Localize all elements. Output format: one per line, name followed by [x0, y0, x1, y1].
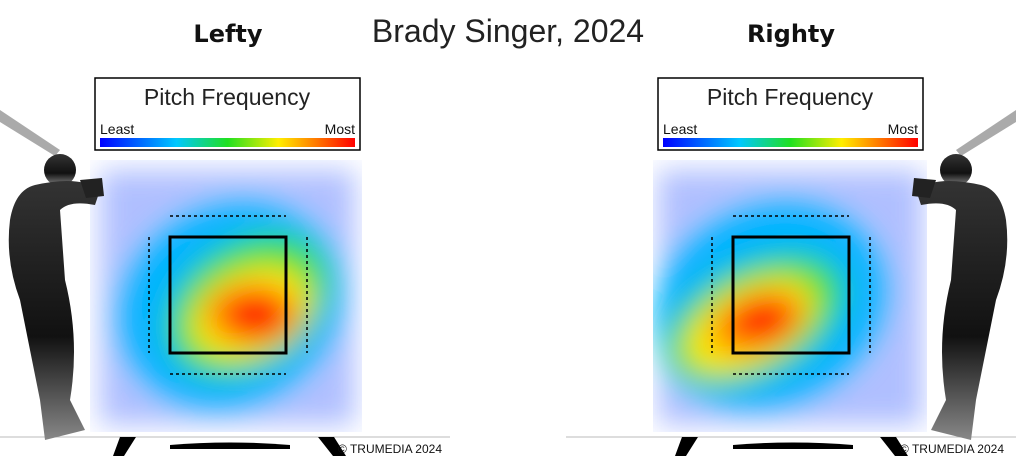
legend-most: Most	[325, 121, 355, 137]
legend-most: Most	[888, 121, 918, 137]
credit: © TRUMEDIA 2024	[338, 442, 442, 456]
legend-title: Pitch Frequency	[144, 84, 311, 110]
legend-least: Least	[100, 121, 134, 137]
strike-zone	[148, 215, 308, 375]
batter	[912, 110, 1016, 440]
panel-label: Lefty	[193, 20, 262, 48]
legend-title: Pitch Frequency	[707, 84, 874, 110]
heatmap	[100, 170, 355, 425]
legend: Pitch Frequency Least Most	[657, 77, 924, 151]
ground	[0, 436, 450, 456]
ground	[566, 436, 1016, 456]
strike-zone	[711, 215, 871, 375]
legend-least: Least	[663, 121, 697, 137]
panel-label: Righty	[747, 20, 835, 48]
legend-bar	[663, 138, 918, 147]
title: Brady Singer, 2024	[372, 13, 644, 49]
batter	[0, 110, 104, 440]
credit: © TRUMEDIA 2024	[900, 442, 1004, 456]
legend: Pitch Frequency Least Most	[94, 77, 361, 151]
legend-bar	[100, 138, 355, 147]
heatmap	[653, 170, 923, 425]
